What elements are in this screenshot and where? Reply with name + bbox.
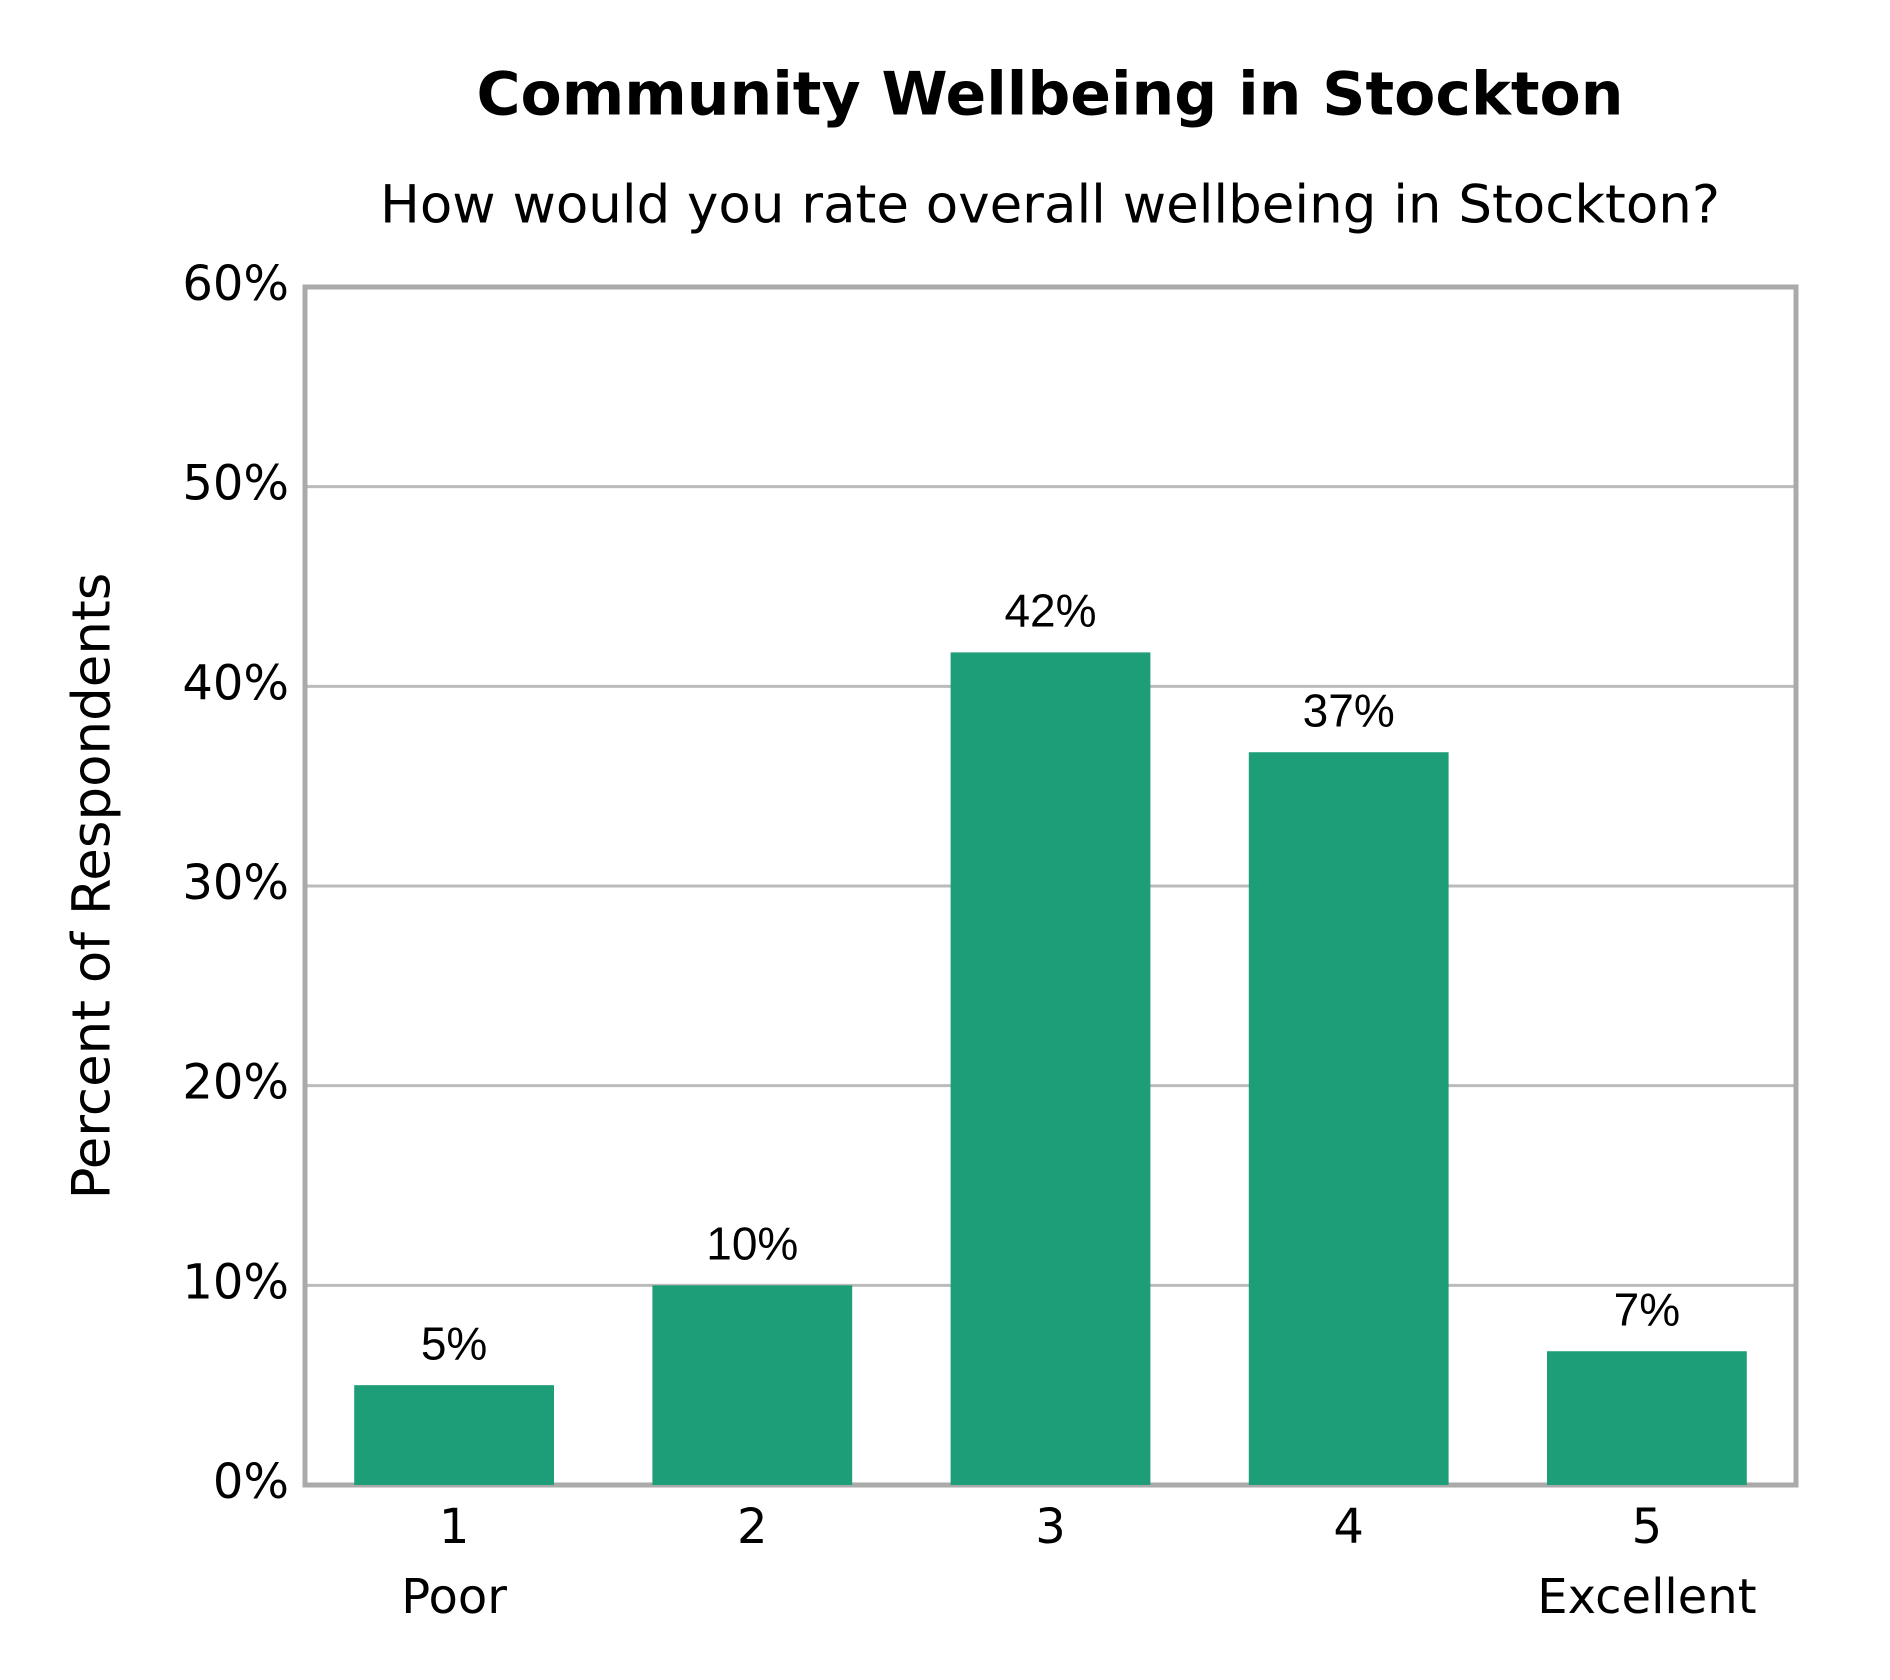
value-label: 42% <box>1004 585 1096 637</box>
x-tick-label: 4 <box>1333 1499 1364 1555</box>
x-tick-label: 1 <box>439 1499 470 1555</box>
value-label: 7% <box>1614 1283 1680 1335</box>
value-label: 10% <box>706 1217 798 1269</box>
value-label: 5% <box>421 1317 487 1369</box>
y-tick-label: 50% <box>182 456 289 512</box>
y-tick-label: 10% <box>182 1254 289 1310</box>
bar <box>652 1285 853 1485</box>
y-tick-label: 40% <box>182 655 289 711</box>
y-tick-label: 20% <box>182 1055 289 1111</box>
y-tick-label: 30% <box>182 855 289 911</box>
bar <box>1547 1351 1747 1485</box>
value-label: 37% <box>1303 684 1395 736</box>
y-axis-label: Percent of Respondents <box>62 573 123 1200</box>
y-tick-label: 60% <box>182 256 289 312</box>
x-tick-label: 3 <box>1035 1499 1066 1555</box>
x-tick-label: 5 <box>1632 1499 1663 1555</box>
bar <box>1248 752 1449 1485</box>
chart-title: Community Wellbeing in Stockton <box>477 60 1624 130</box>
bar <box>950 652 1151 1485</box>
bar <box>354 1385 554 1485</box>
x-tick-label: 2 <box>737 1499 768 1555</box>
chart-subtitle: How would you rate overall wellbeing in … <box>380 175 1720 236</box>
x-tick-sublabel: Excellent <box>1537 1569 1756 1625</box>
y-tick-label: 0% <box>213 1454 289 1510</box>
x-tick-sublabel: Poor <box>401 1569 507 1625</box>
